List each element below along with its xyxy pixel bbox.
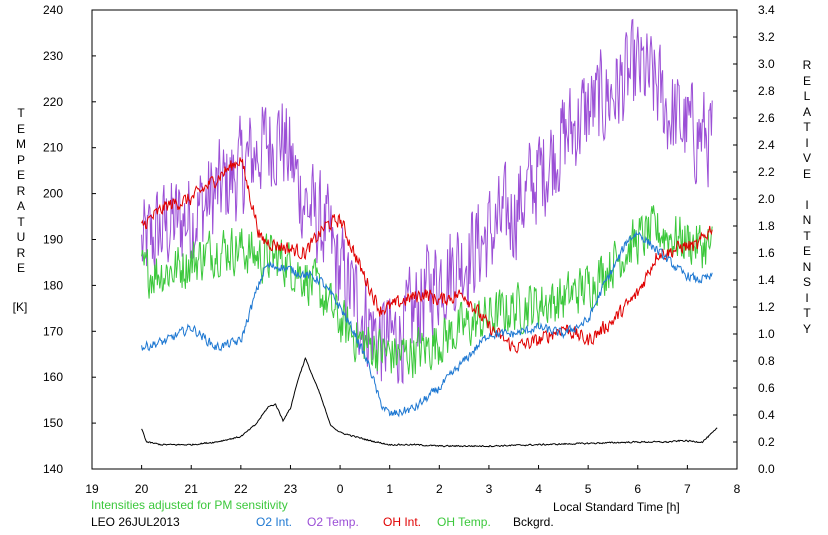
x-tick-label: 22 (234, 482, 248, 496)
axis-label-letter: E (16, 261, 25, 275)
right-tick-label: 1.8 (758, 219, 775, 233)
axis-label-letter: E (16, 168, 25, 182)
series-line-oh-temp- (141, 205, 713, 379)
legend-o2-int: O2 Int. (256, 515, 293, 529)
left-tick-label: 140 (43, 462, 63, 476)
left-tick-label: 210 (43, 141, 63, 155)
right-tick-label: 2.8 (758, 84, 775, 98)
left-tick-label: 190 (43, 233, 63, 247)
left-tick-label: 200 (43, 187, 63, 201)
series-group (141, 18, 718, 448)
axis-label-letter: A (16, 199, 25, 213)
left-tick-label: 230 (43, 49, 63, 63)
axis-label-letter: R (16, 245, 26, 260)
axis-label-letter: M (16, 137, 26, 151)
right-tick-label: 1.4 (758, 273, 775, 287)
x-tick-label: 19 (85, 482, 99, 496)
axis-label-letter: N (802, 213, 812, 227)
legend-bckgrd: Bckgrd. (513, 515, 554, 529)
right-tick-label: 1.6 (758, 246, 775, 260)
axis-label-letter: A (802, 104, 811, 119)
left-tick-label: 240 (43, 3, 63, 17)
axis-label-letter: I (805, 290, 809, 305)
axis-label-letter: Y (802, 321, 811, 336)
right-tick-label: 1.2 (758, 300, 775, 314)
right-tick-label: 3.2 (758, 30, 775, 44)
right-tick-label: 0.8 (758, 354, 775, 368)
axis-label-letter: N (802, 259, 812, 274)
axis-label-letter: R (16, 183, 26, 198)
axis-label-letter: L (803, 89, 811, 103)
series-line-bckgrd- (141, 357, 718, 448)
axis-label-letter: U (16, 230, 26, 244)
axis-label-letter: T (803, 228, 811, 243)
right-tick-label: 2.2 (758, 165, 775, 179)
x-tick-label: 1 (386, 482, 393, 496)
axis-label-letter: V (802, 151, 811, 165)
right-tick-label: 3.4 (758, 3, 775, 17)
left-tick-label: 160 (43, 370, 63, 384)
right-tick-label: 1.0 (758, 327, 775, 341)
left-tick-label: 170 (43, 324, 63, 338)
right-tick-label: 2.6 (758, 111, 775, 125)
axis-label-letter: E (802, 244, 811, 258)
series-line-o2-int- (141, 230, 713, 418)
axis-label-letter: R (802, 58, 812, 72)
right-tick-label: 0.4 (758, 408, 775, 422)
axis-label-letter: T (803, 120, 811, 134)
axis-label-letter: T (803, 306, 811, 320)
left-tick-label: 180 (43, 278, 63, 292)
x-tick-label: 5 (585, 482, 592, 496)
left-tick-label: 150 (43, 416, 63, 430)
axes: 1401501601701801902002102202302400.00.20… (43, 3, 775, 496)
right-tick-label: 0.0 (758, 462, 775, 476)
legend-oh-temp: OH Temp. (437, 515, 491, 529)
x-tick-label: 23 (284, 482, 298, 496)
axis-label-letter: I (805, 135, 809, 150)
x-tick-label: 2 (436, 482, 443, 496)
axis-label-letter: P (16, 152, 25, 167)
left-axis-unit: [K] (12, 300, 28, 314)
left-tick-label: 220 (43, 95, 63, 109)
series-line-oh-int- (141, 157, 713, 354)
x-tick-label: 8 (734, 482, 741, 496)
legend-oh-int: OH Int. (383, 515, 422, 529)
series-line-o2-temp- (141, 18, 713, 385)
axis-label-letter: S (802, 275, 811, 289)
x-tick-label: 20 (135, 482, 149, 496)
x-tick-label: 4 (535, 482, 542, 496)
axis-label-letter: T (17, 214, 25, 229)
axis-label-letter: E (16, 121, 25, 136)
right-tick-label: 2.4 (758, 138, 775, 152)
axis-label-letter (800, 182, 814, 198)
right-tick-label: 0.6 (758, 381, 775, 395)
right-tick-label: 0.2 (758, 435, 775, 449)
sensitivity-note: Intensities adjusted for PM sensitivity (91, 498, 288, 512)
axis-label-letter: T (17, 106, 25, 120)
x-tick-label: 6 (634, 482, 641, 496)
x-tick-label: 7 (684, 482, 691, 496)
legend-o2-temp: O2 Temp. (307, 515, 359, 529)
right-tick-label: 2.0 (758, 192, 775, 206)
right-tick-label: 3.0 (758, 57, 775, 71)
axis-label-letter: E (802, 73, 811, 88)
x-axis-label: Local Standard Time [h] (553, 500, 680, 514)
x-tick-label: 0 (337, 482, 344, 496)
x-tick-label: 3 (486, 482, 493, 496)
axis-label-letter: E (802, 166, 811, 181)
axis-label-letter: I (805, 197, 809, 212)
x-tick-label: 21 (185, 482, 199, 496)
station-date: LEO 26JUL2013 (91, 515, 180, 529)
